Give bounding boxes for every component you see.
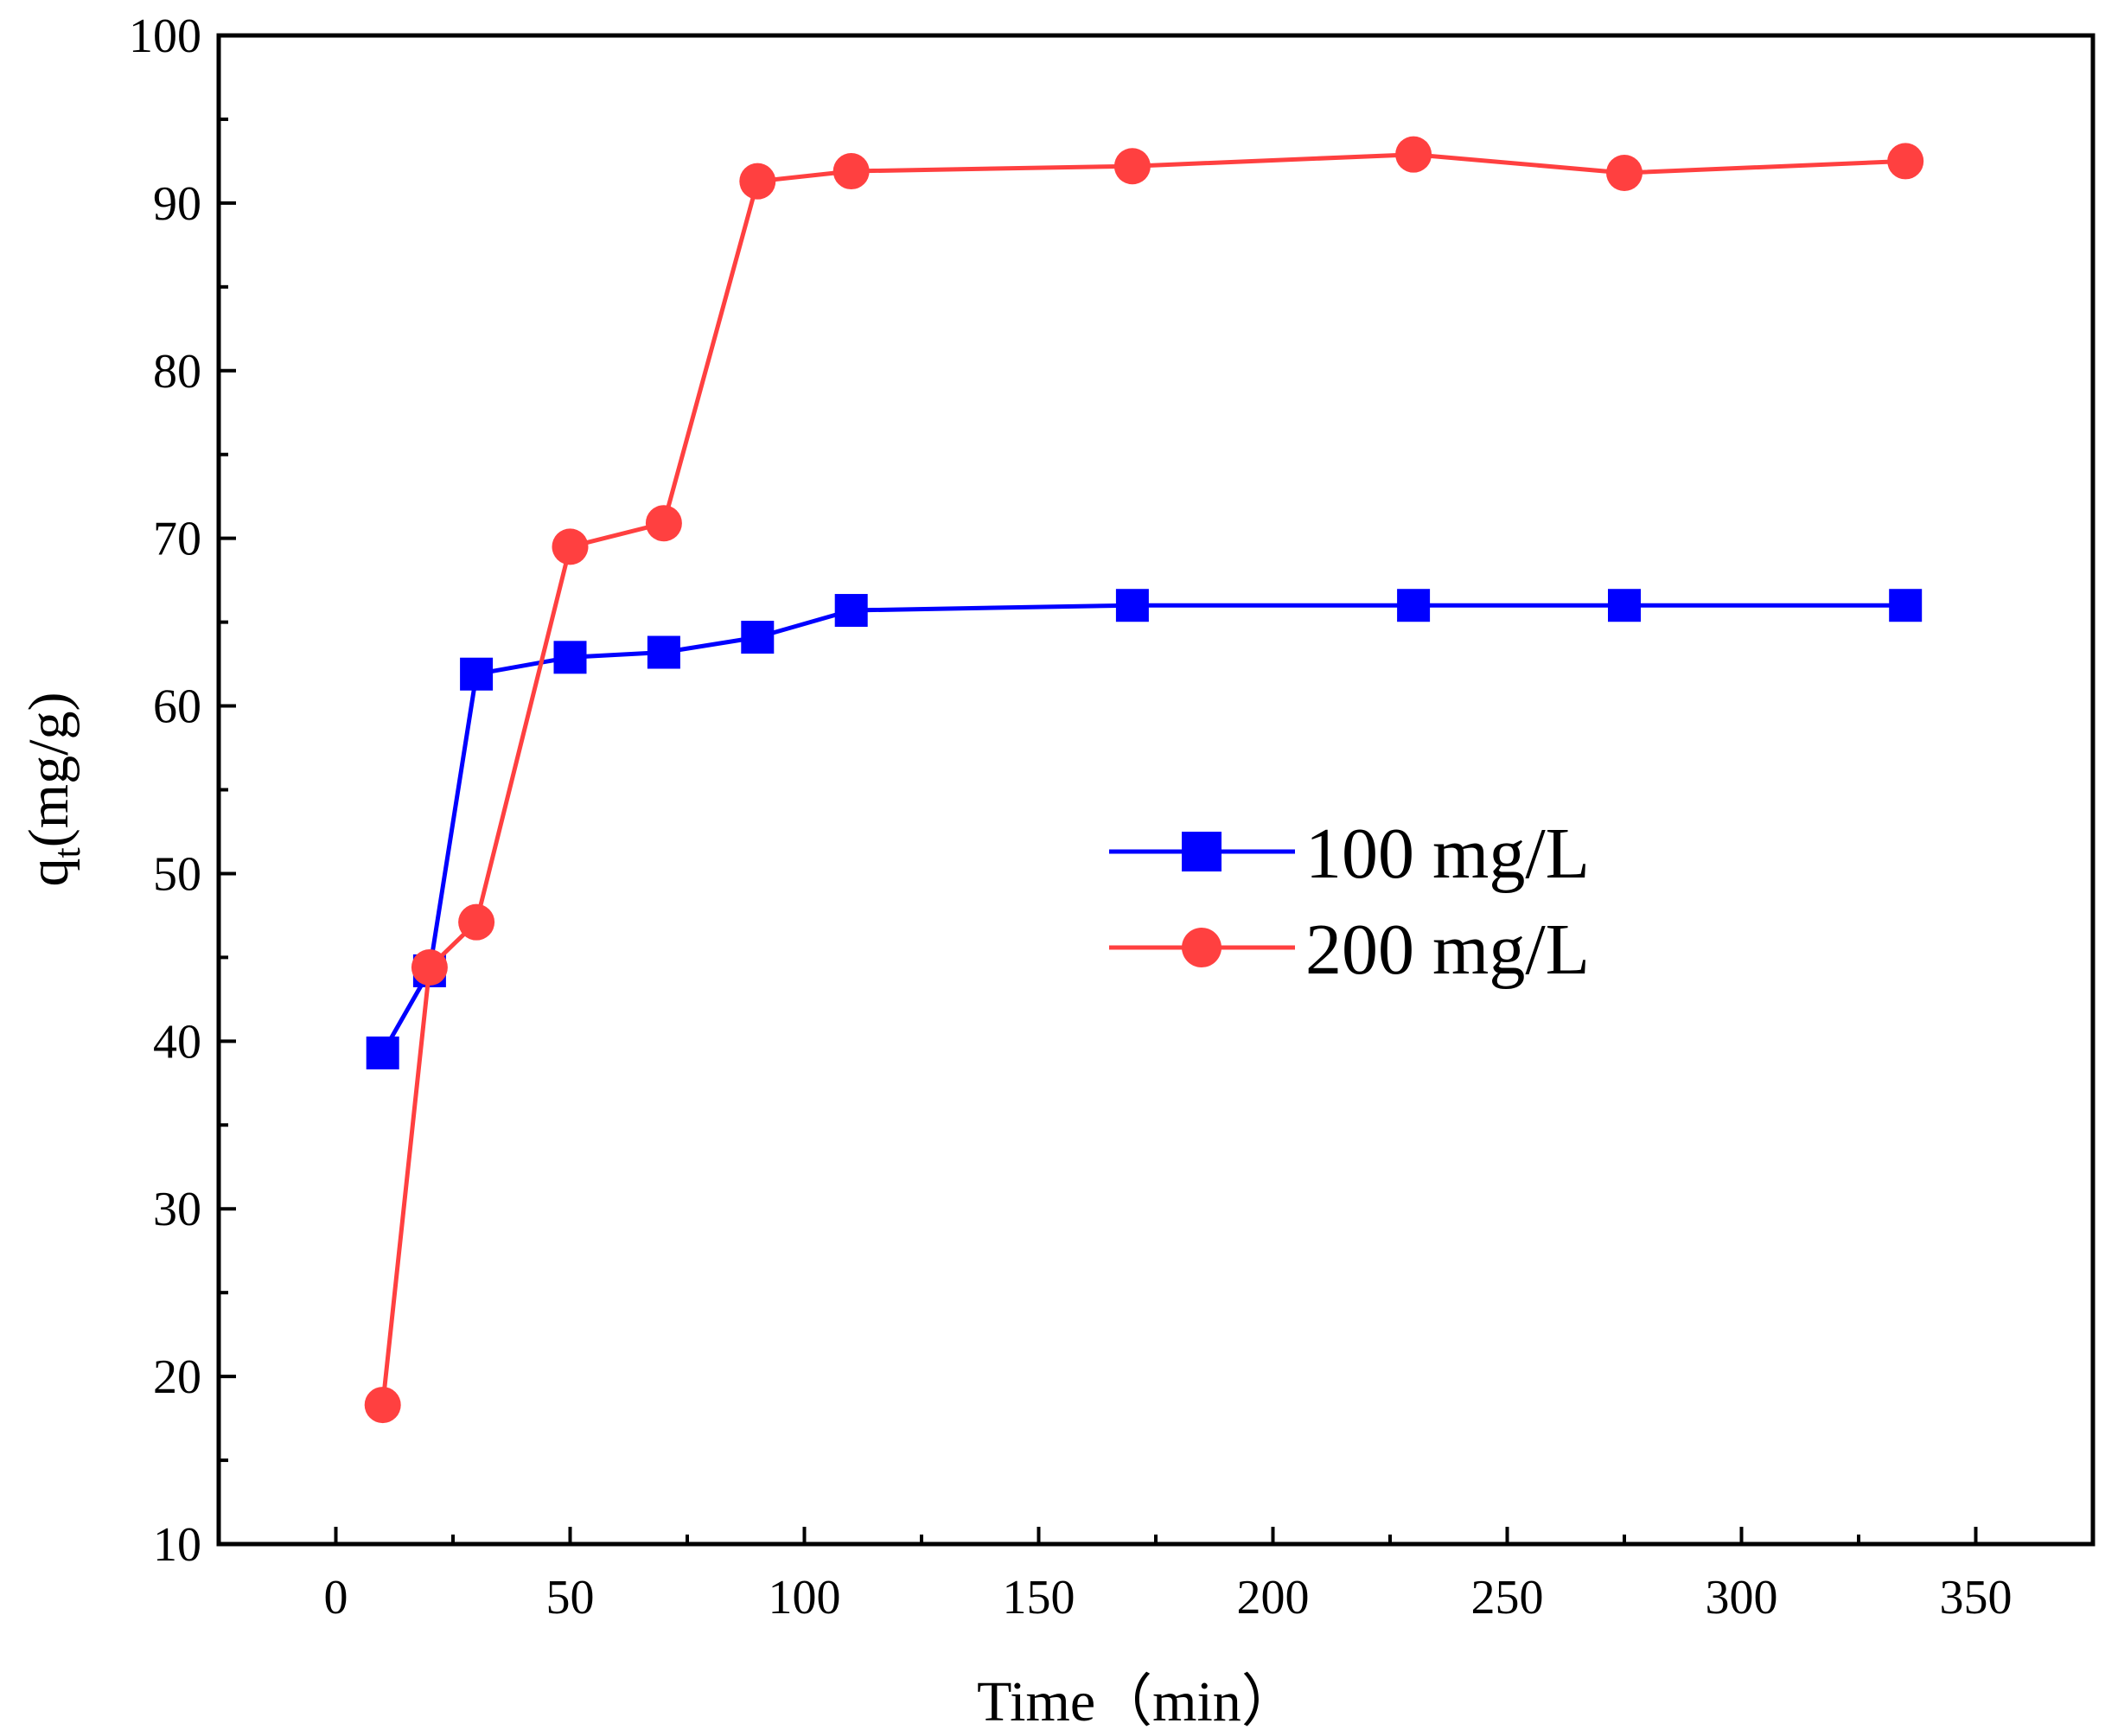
x-axis-title: Time（min）	[977, 1670, 1298, 1733]
data-point-circle	[458, 903, 495, 941]
data-point-circle	[832, 153, 870, 190]
data-point-circle	[1887, 143, 1924, 180]
series-line	[380, 603, 1906, 1055]
y-axis-title-main: q	[17, 858, 80, 886]
legend-label-200: 200 mg/L	[1305, 909, 1590, 990]
y-tick-label: 70	[153, 513, 201, 566]
x-tick-label: 250	[1471, 1571, 1544, 1624]
data-point-square	[460, 657, 494, 691]
y-tick-label: 90	[153, 177, 201, 231]
y-tick-label: 60	[153, 680, 201, 734]
data-point-circle	[1113, 148, 1151, 185]
x-axis: 0 50 100 150 200 250 300 350	[324, 1527, 2013, 1624]
data-point-circle	[1606, 154, 1643, 191]
y-tick-label: 40	[153, 1015, 201, 1069]
x-tick-label: 350	[1940, 1571, 2013, 1624]
y-tick-label: 100	[129, 10, 201, 63]
data-point-circle	[739, 163, 776, 200]
y-axis-title-subscript: t	[46, 847, 88, 858]
data-point-circle	[1395, 136, 1432, 173]
x-tick-label: 100	[769, 1571, 841, 1624]
data-point-square	[647, 635, 680, 669]
legend-marker-100	[1182, 832, 1222, 871]
y-axis-title: qt(mg/g)	[17, 692, 88, 887]
series-1	[366, 589, 1923, 1069]
y-tick-label: 80	[153, 345, 201, 399]
legend-marker-200	[1182, 928, 1222, 967]
data-point-circle	[552, 528, 589, 565]
plot-frame	[216, 33, 2095, 1547]
data-point-circle	[645, 505, 682, 542]
y-tick-label: 50	[153, 847, 201, 901]
legend: 100 mg/L 200 mg/L	[1109, 814, 1590, 990]
data-point-square	[1889, 589, 1923, 622]
y-tick-label: 30	[153, 1183, 201, 1236]
data-point-circle	[411, 949, 448, 986]
series-2	[364, 136, 1924, 1424]
data-point-square	[366, 1036, 399, 1069]
series-layer	[364, 136, 1924, 1424]
x-tick-label: 300	[1706, 1571, 1778, 1624]
x-tick-label: 150	[1003, 1571, 1075, 1624]
data-point-circle	[364, 1387, 401, 1424]
data-point-square	[1115, 589, 1149, 622]
x-tick-label: 0	[324, 1571, 348, 1624]
data-point-square	[1608, 589, 1641, 622]
series-line	[380, 152, 1906, 1406]
legend-label-100: 100 mg/L	[1305, 814, 1590, 894]
y-tick-label: 10	[153, 1518, 201, 1572]
y-axis-title-unit: (mg/g)	[17, 692, 80, 848]
x-tick-label: 200	[1237, 1571, 1310, 1624]
data-point-square	[741, 621, 775, 654]
data-point-square	[553, 641, 587, 674]
data-point-square	[834, 594, 868, 628]
y-tick-label: 20	[153, 1350, 201, 1404]
data-point-square	[1397, 589, 1431, 622]
x-tick-label: 50	[546, 1571, 595, 1624]
y-axis: 10 20 30 40 50 60 70 80 90 100	[129, 10, 236, 1572]
